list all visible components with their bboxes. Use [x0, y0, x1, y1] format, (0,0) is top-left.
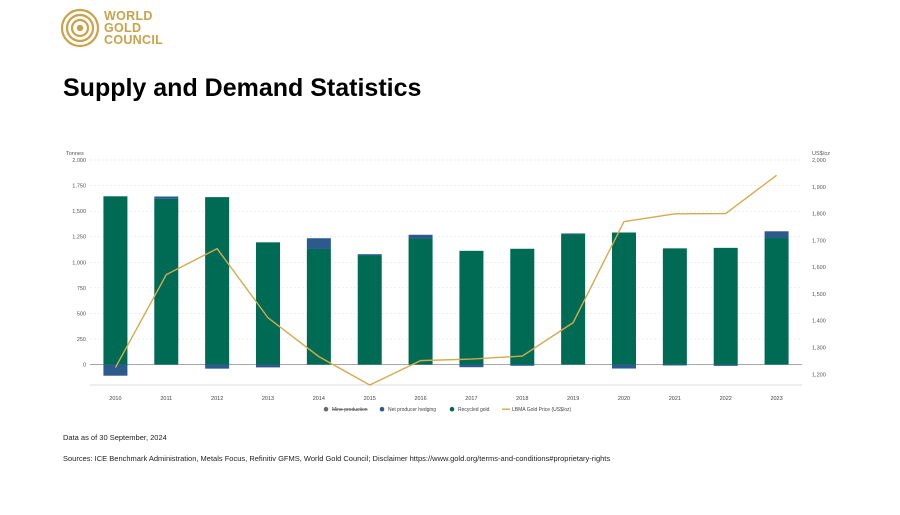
- right-tick-label: 2,000: [812, 158, 826, 164]
- bar-recycled-gold: [408, 238, 433, 365]
- gold-price-line: [114, 174, 777, 386]
- logo-line-1: WORLD: [104, 9, 153, 23]
- left-tick-label: 1,750: [72, 184, 86, 190]
- bar-net-producer-hedging: [713, 364, 738, 366]
- bar-net-producer-hedging: [205, 364, 230, 369]
- legend-label: Net producer hedging: [388, 407, 436, 413]
- bar-recycled-gold: [357, 255, 382, 365]
- x-tick-label: 2016: [414, 396, 426, 402]
- right-tick-label: 1,900: [812, 185, 826, 191]
- right-tick-label: 1,600: [812, 265, 826, 271]
- left-tick-label: 750: [77, 286, 86, 292]
- bar-recycled-gold: [459, 250, 484, 365]
- x-tick-label: 2018: [516, 396, 528, 402]
- logo-line-2: GOLD: [104, 21, 142, 35]
- x-tick-label: 2020: [618, 396, 630, 402]
- x-tick-label: 2017: [465, 396, 477, 402]
- left-tick-label: 2,000: [72, 158, 86, 164]
- bar-net-producer-hedging: [510, 364, 535, 366]
- bar-net-producer-hedging: [662, 364, 687, 366]
- x-tick-label: 2012: [211, 396, 223, 402]
- right-tick-label: 1,200: [812, 372, 826, 378]
- right-tick-label: 1,500: [812, 292, 826, 298]
- bar-net-producer-hedging: [256, 364, 280, 368]
- bar-recycled-gold: [256, 242, 280, 365]
- logo-wordmark: WORLD GOLD COUNCIL: [104, 9, 164, 47]
- world-gold-council-logo: WORLD GOLD COUNCIL: [60, 8, 180, 52]
- footnote-sources: Sources: ICE Benchmark Administration, M…: [63, 454, 611, 463]
- bar-recycled-gold: [306, 248, 331, 365]
- bar-net-producer-hedging: [612, 364, 636, 369]
- bar-recycled-gold: [103, 196, 128, 365]
- left-tick-label: 1,250: [72, 235, 86, 241]
- left-tick-label: 250: [77, 337, 86, 343]
- legend-label: Recycled gold: [458, 407, 490, 413]
- bar-net-producer-hedging: [306, 238, 331, 249]
- left-tick-label: 1,500: [72, 209, 86, 215]
- logo-rings-icon: [60, 8, 100, 48]
- x-tick-label: 2015: [364, 396, 376, 402]
- legend-label: LBMA Gold Price (US$/oz): [512, 407, 572, 413]
- bar-recycled-gold: [510, 248, 535, 365]
- left-tick-label: 0: [83, 363, 86, 369]
- right-tick-label: 1,700: [812, 238, 826, 244]
- bar-recycled-gold: [205, 197, 230, 365]
- left-tick-label: 500: [77, 311, 86, 317]
- bar-recycled-gold: [561, 234, 586, 365]
- bar-net-producer-hedging: [154, 196, 179, 199]
- right-tick-label: 1,800: [812, 212, 826, 218]
- legend-marker: [323, 406, 329, 412]
- bar-recycled-gold: [662, 248, 687, 365]
- bar-net-producer-hedging: [357, 254, 382, 256]
- x-tick-label: 2013: [262, 396, 274, 402]
- bar-recycled-gold: [713, 247, 738, 365]
- x-tick-label: 2022: [720, 396, 732, 402]
- legend-marker: [449, 406, 455, 412]
- page-title: Supply and Demand Statistics: [63, 74, 422, 102]
- legend-marker: [379, 406, 385, 412]
- footnote-date: Data as of 30 September, 2024: [63, 433, 167, 442]
- left-tick-label: 1,000: [72, 260, 86, 266]
- bar-recycled-gold: [612, 232, 636, 365]
- right-tick-label: 1,400: [812, 319, 826, 325]
- bar-net-producer-hedging: [764, 231, 789, 239]
- x-tick-label: 2023: [770, 396, 782, 402]
- bar-recycled-gold: [154, 198, 179, 365]
- legend-label: Mine production: [332, 407, 368, 413]
- bar-net-producer-hedging: [459, 364, 484, 368]
- bar-net-producer-hedging: [103, 364, 128, 376]
- bar-net-producer-hedging: [408, 234, 433, 239]
- x-tick-label: 2010: [109, 396, 121, 402]
- bar-net-producer-hedging: [561, 233, 586, 235]
- right-tick-label: 1,300: [812, 346, 826, 352]
- bar-recycled-gold: [764, 238, 789, 365]
- x-tick-label: 2021: [669, 396, 681, 402]
- x-tick-label: 2014: [313, 396, 325, 402]
- logo-line-3: COUNCIL: [104, 33, 164, 47]
- x-tick-label: 2011: [160, 396, 172, 402]
- supply-demand-chart: Tonnes US$/oz2,0001,7501,5001,2501,000750…: [66, 151, 830, 413]
- right-axis-title: US$/oz: [812, 151, 830, 157]
- x-tick-label: 2019: [567, 396, 579, 402]
- left-axis-title: Tonnes: [66, 151, 84, 157]
